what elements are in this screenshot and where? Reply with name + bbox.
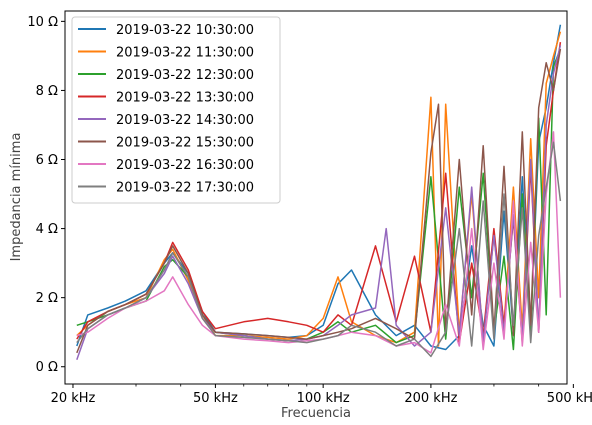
x-axis: 20 kHz 50 kHz 100 kHz 200 kHz 500 kHz [51,384,592,406]
x-axis-label: Frecuencia [281,406,351,421]
series-line-8 [76,141,562,358]
y-tick-label: 2 Ω [36,291,58,306]
legend-label: 2019-03-22 10:30:00 [116,23,254,38]
y-tick-label: 8 Ω [36,84,58,99]
y-tick-label: 10 Ω [27,15,58,30]
legend-label: 2019-03-22 16:30:00 [116,158,254,173]
legend-label: 2019-03-22 14:30:00 [116,113,254,128]
plot-frame [64,10,568,385]
legend-label: 2019-03-22 11:30:00 [116,46,254,61]
x-tick-label: 100 kHz [297,391,350,406]
y-tick-label: 4 Ω [36,222,58,237]
x-tick-label: 200 kHz [404,391,457,406]
legend-label: 2019-03-22 17:30:00 [116,181,254,196]
x-tick-label: 20 kHz [51,391,96,406]
legend-label: 2019-03-22 12:30:00 [116,68,254,83]
legend-label: 2019-03-22 15:30:00 [116,136,254,151]
x-tick-label: 500 kHz [547,391,592,406]
legend: 2019-03-22 10:30:00 2019-03-22 11:30:00 20… [71,16,281,204]
x-tick-label: 50 kHz [193,391,238,406]
y-axis: 0 Ω 2 Ω 4 Ω 6 Ω 8 Ω 10 Ω [27,15,65,375]
y-axis-label: Impedancia mínima [9,133,24,262]
legend-box [71,16,281,204]
y-tick-label: 0 Ω [36,360,58,375]
series-line-6 [76,48,562,354]
legend-label: 2019-03-22 13:30:00 [116,91,254,106]
y-tick-label: 6 Ω [36,153,58,168]
plot-lines [76,24,562,361]
